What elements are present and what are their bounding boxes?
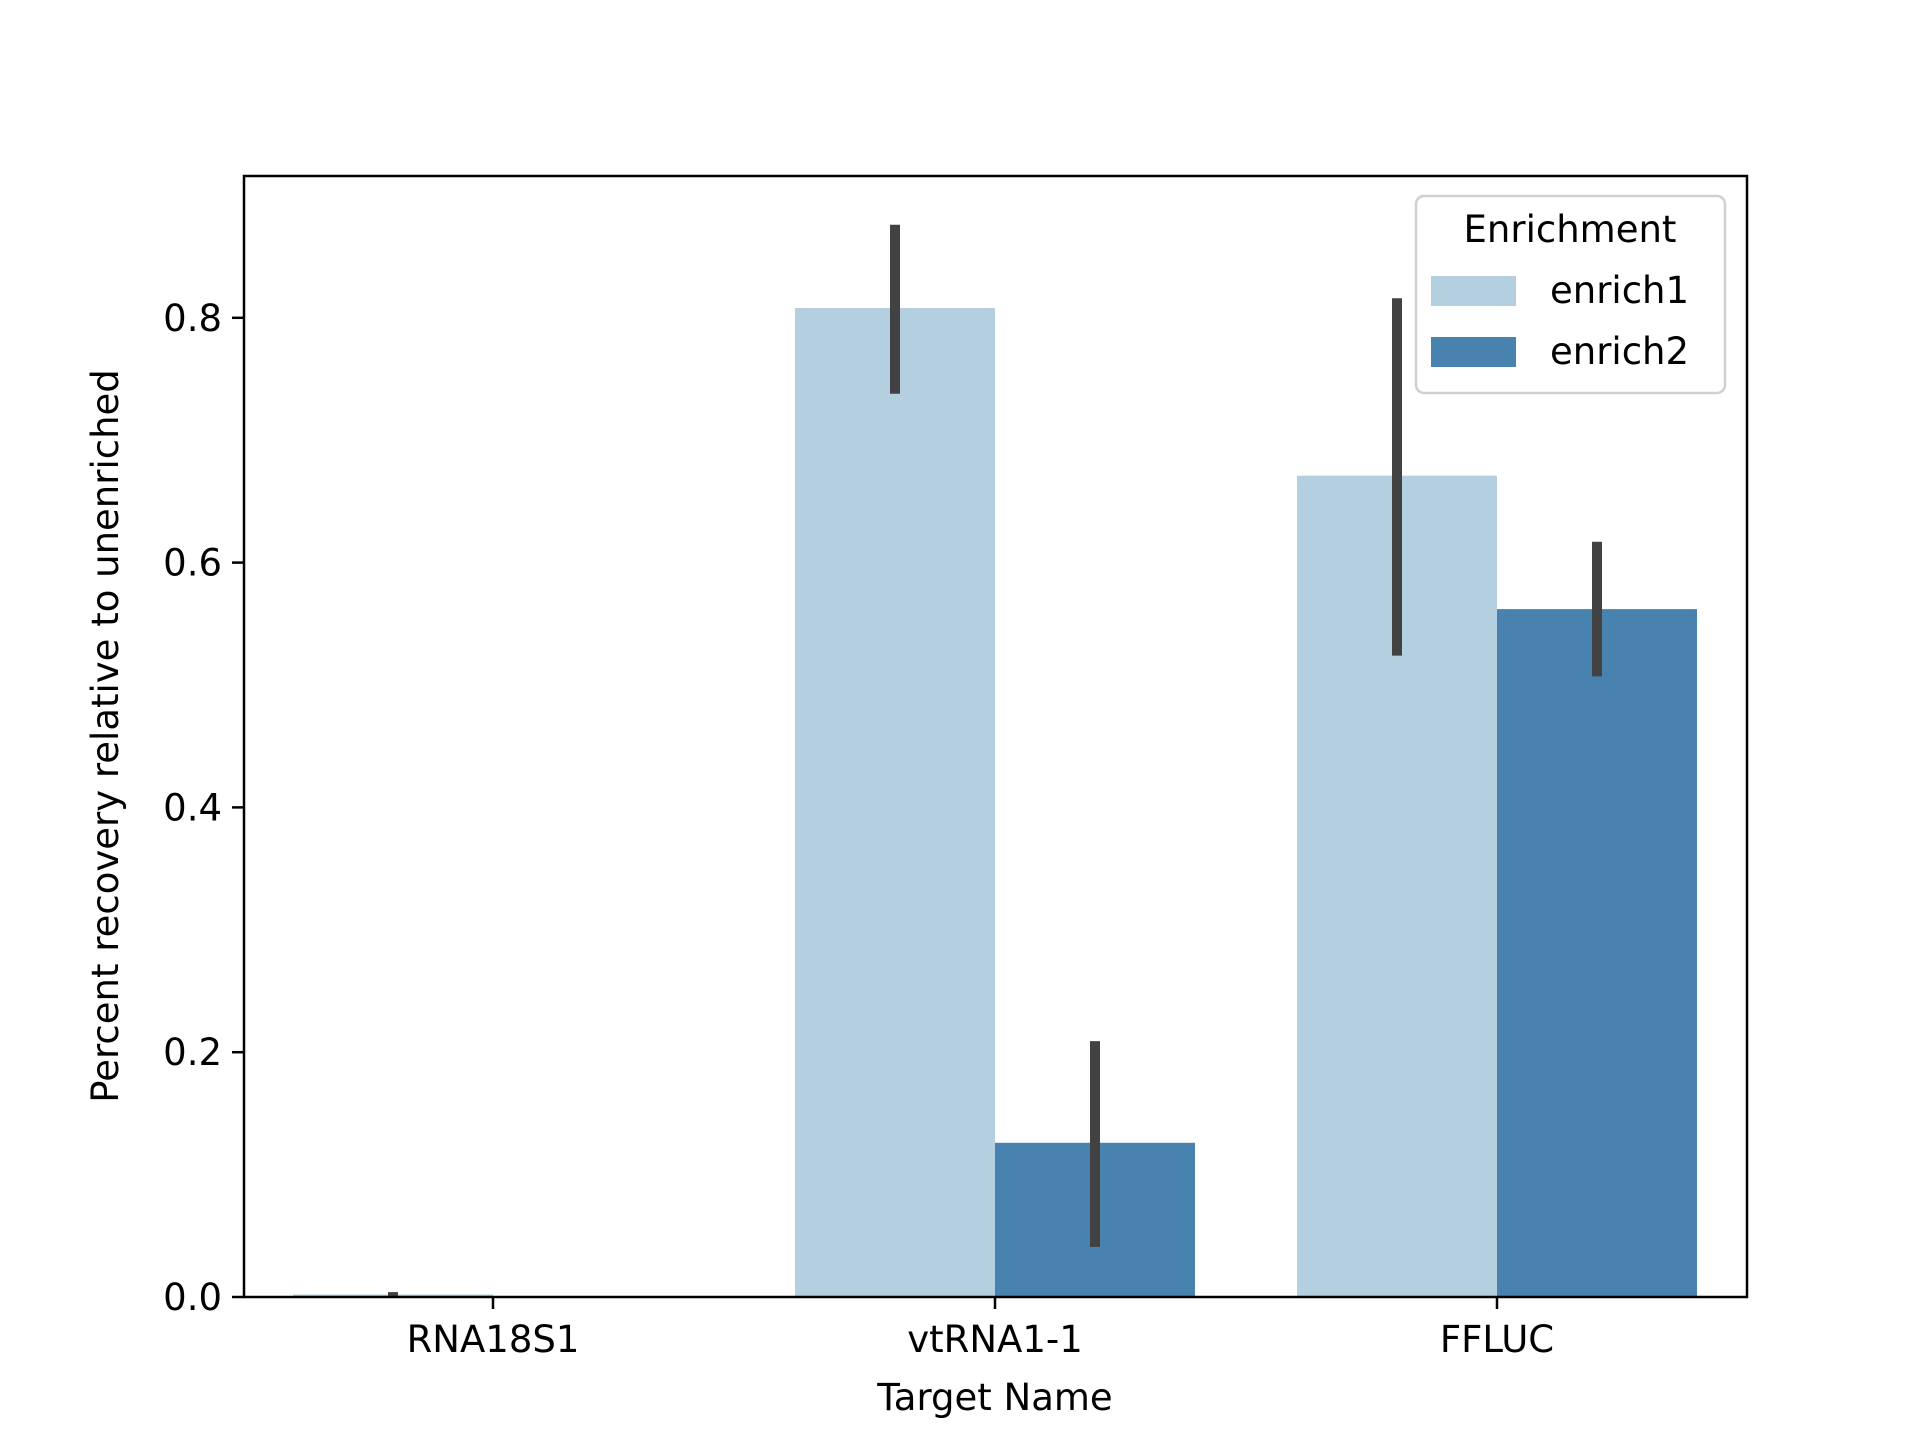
legend-label-enrich2: enrich2 bbox=[1550, 330, 1689, 373]
legend: Enrichment enrich1 enrich2 bbox=[1414, 194, 1727, 395]
y-tick-label: 0.8 bbox=[163, 297, 222, 340]
x-tick-label: RNA18S1 bbox=[407, 1318, 580, 1361]
bar-enrich1-vtrna1-1 bbox=[795, 308, 995, 1297]
y-tick-label: 0.0 bbox=[163, 1276, 222, 1319]
y-tick-label: 0.6 bbox=[163, 542, 222, 585]
legend-title: Enrichment bbox=[1464, 208, 1677, 251]
error-bars-layer bbox=[388, 224, 1602, 1297]
y-tick-label: 0.4 bbox=[163, 786, 222, 829]
bar-enrich2-ffluc bbox=[1497, 609, 1697, 1297]
x-axis: RNA18S1 vtRNA1-1 FFLUC bbox=[407, 1297, 1554, 1361]
x-tick-label: FFLUC bbox=[1440, 1318, 1554, 1361]
bars-layer bbox=[293, 308, 1697, 1297]
legend-label-enrich1: enrich1 bbox=[1550, 269, 1689, 312]
y-tick-label: 0.2 bbox=[163, 1031, 222, 1074]
y-axis: 0.0 0.2 0.4 0.6 0.8 bbox=[163, 297, 244, 1319]
y-axis-label: Percent recovery relative to unenriched bbox=[84, 369, 127, 1103]
x-tick-label: vtRNA1-1 bbox=[907, 1318, 1083, 1361]
x-axis-label: Target Name bbox=[876, 1376, 1112, 1419]
legend-swatch-enrich1 bbox=[1431, 276, 1516, 306]
legend-swatch-enrich2 bbox=[1431, 337, 1516, 367]
